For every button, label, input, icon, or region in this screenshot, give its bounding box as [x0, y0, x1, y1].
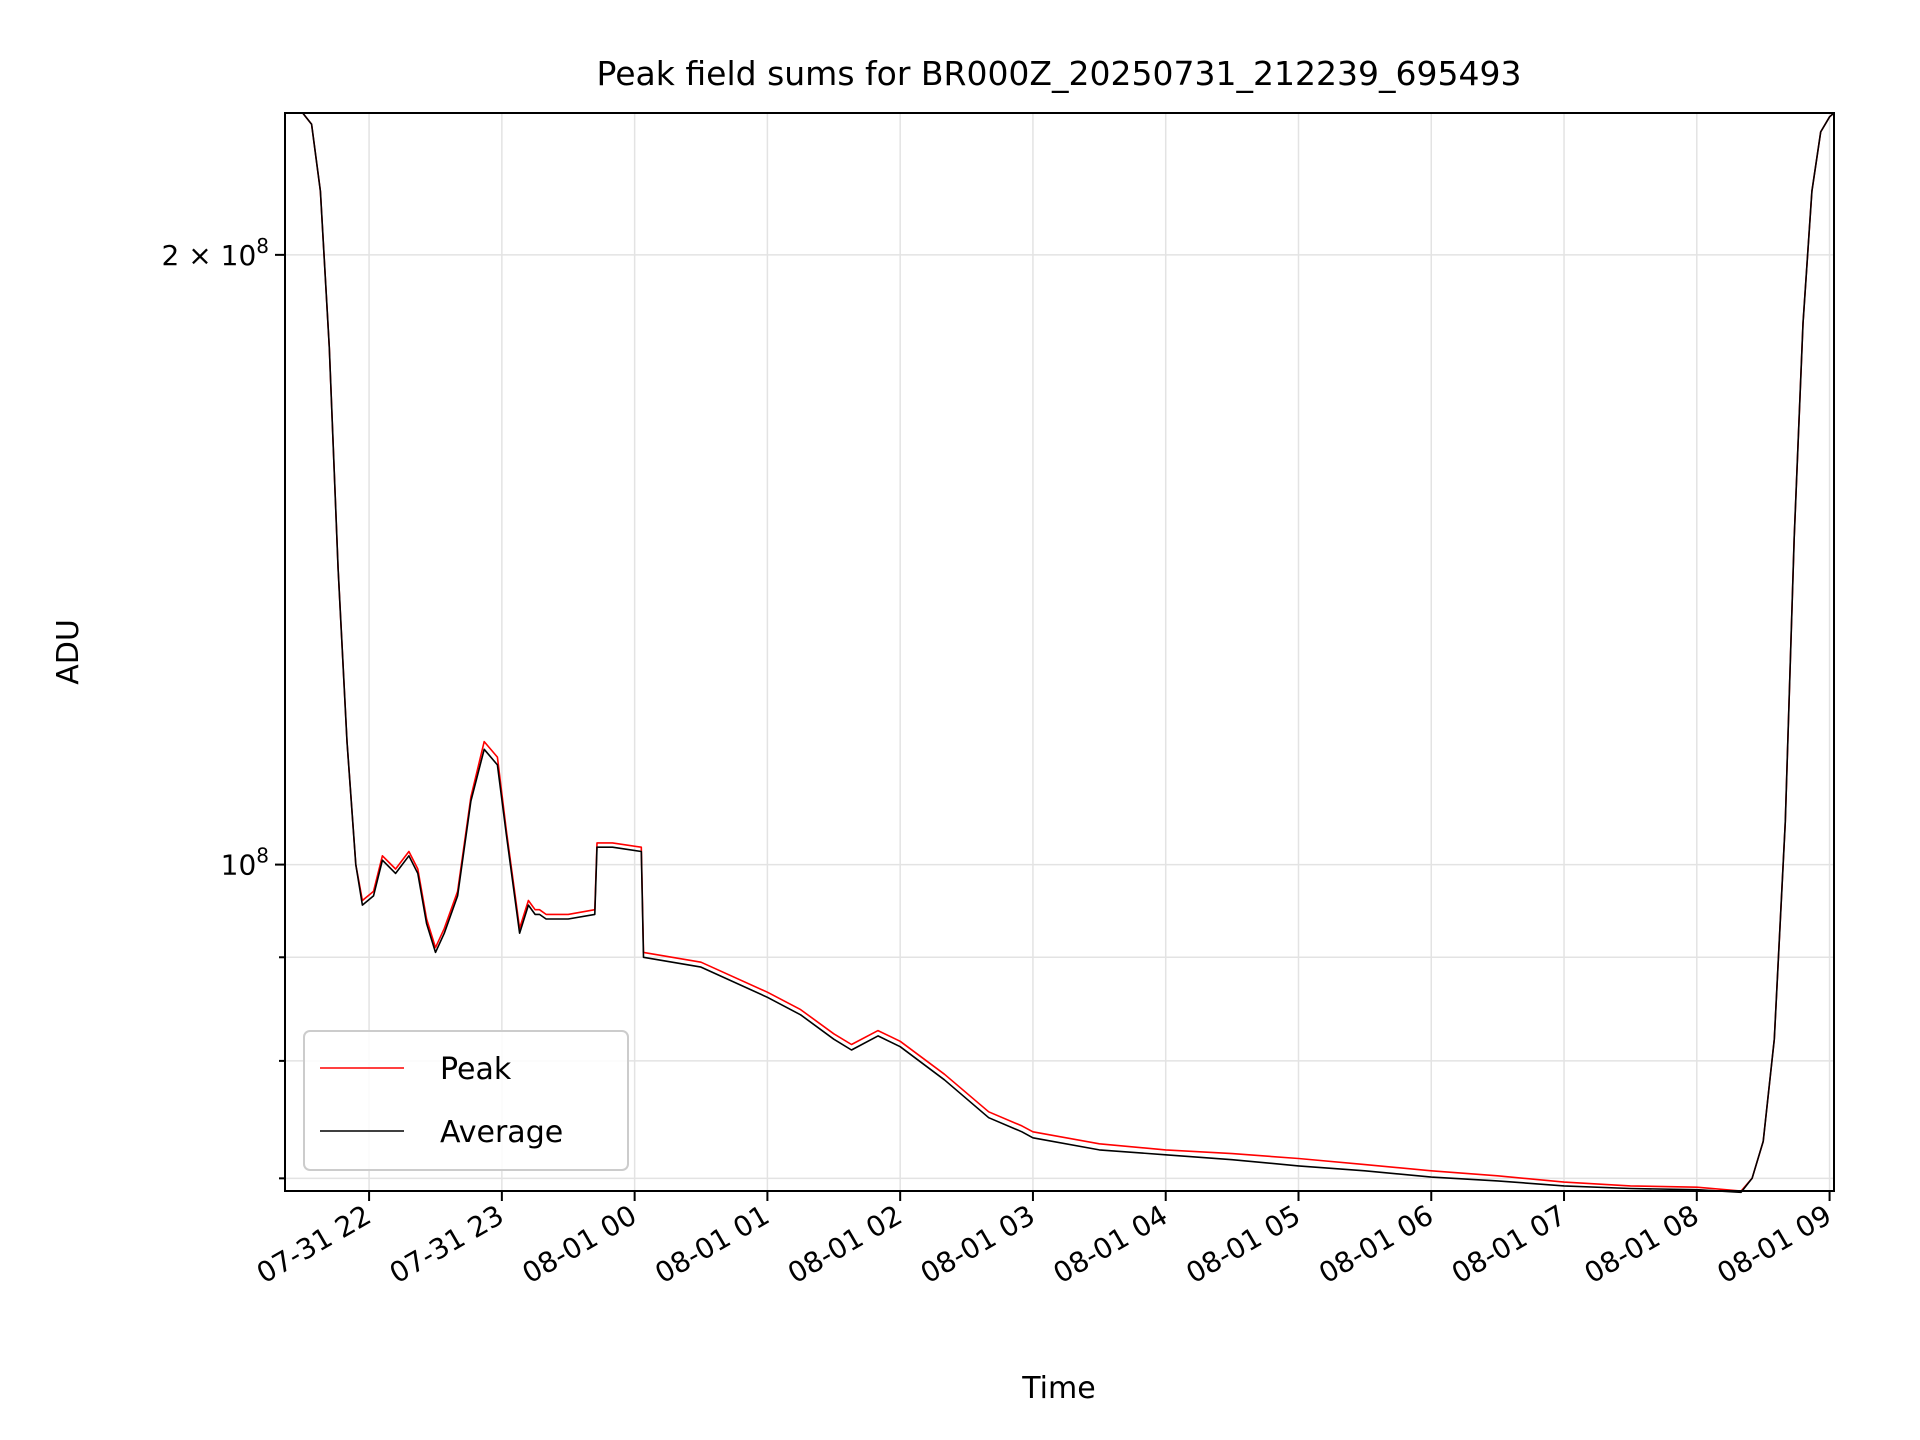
x-tick-label: 08-01 08 [1579, 1198, 1705, 1290]
x-tick-label: 08-01 09 [1712, 1198, 1838, 1290]
y-tick-label: 2 × 108 [162, 234, 269, 272]
grid [285, 113, 1834, 1191]
legend-box [303, 1030, 629, 1171]
x-tick-label: 08-01 03 [915, 1198, 1041, 1290]
chart-title: Peak field sums for BR000Z_20250731_2122… [597, 54, 1522, 93]
x-tick-label: 08-01 01 [649, 1198, 775, 1290]
legend-label-average: Average [440, 1115, 563, 1150]
x-tick-label: 08-01 04 [1048, 1198, 1174, 1290]
legend-label-peak: Peak [440, 1052, 512, 1087]
x-tick-label: 08-01 05 [1180, 1198, 1306, 1290]
x-tick-label: 08-01 02 [782, 1198, 908, 1290]
x-tick-label: 08-01 07 [1446, 1198, 1572, 1290]
plot-frame [284, 112, 1835, 1192]
x-axis-label: Time [1021, 1371, 1095, 1406]
legend: Peak Average [303, 1030, 629, 1171]
x-tick-label: 07-31 22 [251, 1198, 377, 1290]
y-axis-label: ADU [51, 619, 86, 685]
x-tick-label: 08-01 06 [1313, 1198, 1439, 1290]
series-line-peak [285, 112, 1835, 1192]
x-tick-label: 08-01 00 [517, 1198, 643, 1290]
y-tick-label: 108 [221, 844, 269, 882]
x-tick-label: 07-31 23 [384, 1198, 510, 1290]
